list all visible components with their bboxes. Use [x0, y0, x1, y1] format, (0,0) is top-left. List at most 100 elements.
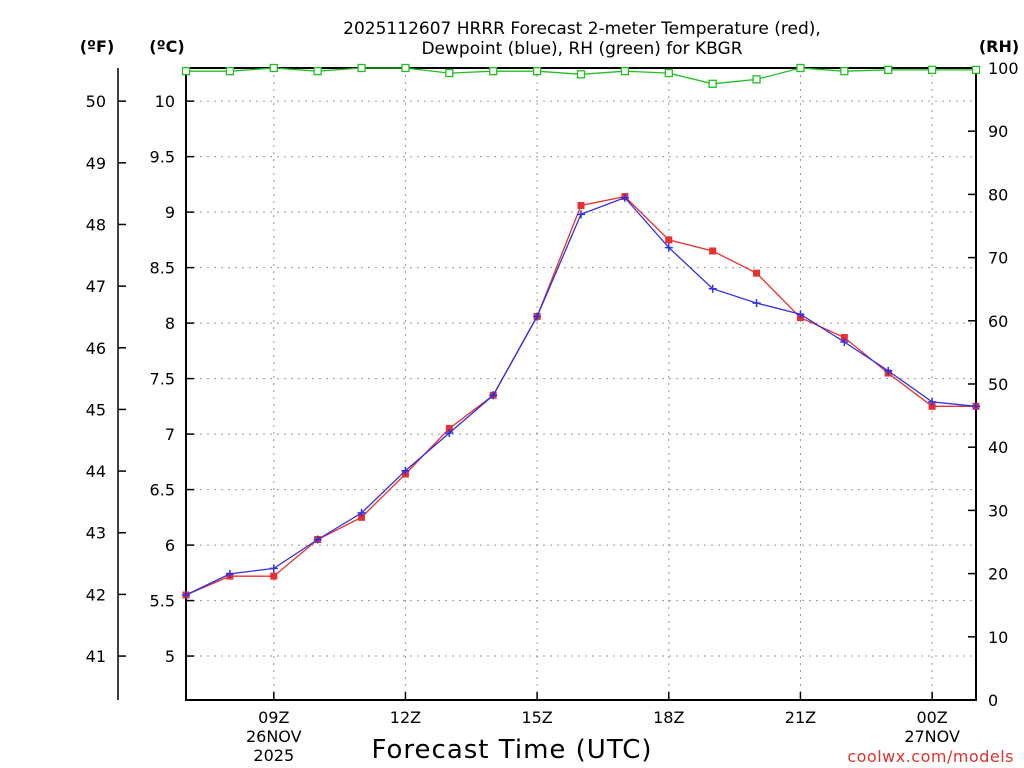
rh-point: [840, 67, 849, 76]
rh-series: [181, 63, 981, 88]
x-tick-label: 21Z: [785, 708, 816, 727]
grid: [186, 68, 976, 700]
dewpoint-point: [928, 397, 937, 406]
axis-ticks: [118, 67, 976, 701]
fahrenheit-tick-label: 45: [86, 400, 106, 419]
fahrenheit-tick-label: 47: [86, 277, 106, 296]
x-axis-label: Forecast Time (UTC): [371, 735, 652, 765]
rh-point: [971, 65, 981, 75]
rh-tick-label: 30: [988, 501, 1008, 520]
rh-point: [269, 63, 278, 73]
temperature-point: [270, 572, 278, 580]
temperature-point: [928, 402, 936, 410]
x-tick-label: 00Z: [916, 708, 947, 727]
dewpoint-point: [972, 402, 980, 411]
dewpoint-point: [269, 564, 278, 573]
fahrenheit-tick-label: 46: [86, 339, 106, 358]
x-tick-label: 18Z: [653, 708, 684, 727]
rh-tick-label: 100: [988, 59, 1019, 78]
dewpoint-point: [664, 243, 673, 252]
dewpoint-point: [401, 466, 410, 475]
rh-point: [796, 63, 805, 73]
dewpoint-point: [313, 535, 322, 544]
fahrenheit-tick-label: 42: [86, 585, 106, 604]
celsius-tick-label: 7: [165, 425, 175, 444]
x-tick-label: 15Z: [521, 708, 552, 727]
temperature-point: [709, 247, 717, 255]
dewpoint-point: [533, 312, 542, 321]
rh-point: [181, 67, 191, 76]
series-layer: [181, 63, 981, 600]
celsius-tick-label: 9: [165, 203, 175, 222]
dewpoint-point: [708, 284, 717, 293]
rh-tick-label: 0: [988, 691, 998, 710]
x-tick-year: 2025: [253, 746, 294, 765]
rh-tick-label: 20: [988, 565, 1008, 584]
rh-tick-labels: 0 10 20 30 40 50 60 70 80 90 100: [988, 59, 1019, 710]
dewpoint-point: [620, 193, 629, 202]
fahrenheit-tick-label: 49: [86, 154, 106, 173]
rh-point: [752, 75, 761, 84]
dewpoint-point: [445, 428, 454, 437]
celsius-unit-label: (ºC): [149, 37, 184, 56]
celsius-tick-label: 8: [165, 314, 175, 333]
rh-tick-label: 90: [988, 122, 1008, 141]
celsius-tick-label: 5.5: [150, 592, 175, 611]
rh-unit-label: (RH): [979, 37, 1019, 56]
dewpoint-point: [752, 299, 761, 308]
temperature-point: [753, 269, 761, 277]
rh-tick-label: 60: [988, 312, 1008, 331]
celsius-tick-label: 6: [165, 536, 175, 555]
dewpoint-point: [796, 310, 805, 319]
rh-point: [225, 67, 235, 76]
fahrenheit-tick-label: 44: [86, 462, 106, 481]
celsius-tick-label: 9.5: [150, 148, 175, 167]
rh-tick-label: 80: [988, 185, 1008, 204]
rh-point: [532, 67, 542, 76]
x-tick-date: 26NOV: [246, 727, 302, 746]
temperature-point: [840, 334, 848, 342]
rh-point: [927, 65, 937, 75]
rh-point: [313, 67, 322, 76]
x-tick-label: 09Z: [258, 708, 289, 727]
chart-title-line2: Dewpoint (blue), RH (green) for KBGR: [421, 39, 742, 59]
dewpoint-point: [840, 337, 849, 346]
rh-point: [884, 65, 893, 75]
fahrenheit-tick-labels: 41 42 43 44 45 46 47 48 49 50: [86, 92, 106, 666]
rh-point: [664, 68, 673, 78]
fahrenheit-tick-label: 41: [86, 647, 106, 666]
dewpoint-point: [357, 508, 366, 517]
credit-text: coolwx.com/models: [847, 747, 1014, 766]
rh-point: [445, 68, 454, 78]
rh-point: [620, 67, 630, 76]
temperature-line: [185, 195, 976, 596]
rh-point: [708, 79, 717, 88]
dewpoint-line: [185, 196, 977, 596]
temperature-point: [665, 236, 673, 244]
rh-tick-label: 10: [988, 628, 1008, 647]
celsius-tick-labels: 5 5.5 6 6.5 7 7.5 8 8.5 9 9.5 10: [150, 92, 175, 666]
dewpoint-point: [884, 366, 893, 375]
fahrenheit-unit-label: (ºF): [80, 37, 115, 56]
dewpoint-point: [182, 591, 190, 600]
plot-frame: [185, 67, 977, 701]
celsius-tick-label: 5: [165, 647, 175, 666]
chart-title-line1: 2025112607 HRRR Forecast 2-meter Tempera…: [343, 19, 821, 39]
dewpoint-series: [182, 193, 980, 600]
fahrenheit-tick-label: 48: [86, 215, 106, 234]
celsius-tick-label: 10: [155, 92, 175, 111]
rh-point: [357, 63, 366, 73]
celsius-tick-label: 6.5: [150, 481, 175, 500]
rh-tick-label: 50: [988, 375, 1008, 394]
temperature-series: [182, 193, 980, 599]
rh-point: [489, 67, 498, 76]
rh-tick-label: 40: [988, 438, 1008, 457]
fahrenheit-tick-label: 43: [86, 524, 106, 543]
temperature-point: [445, 425, 453, 433]
celsius-tick-label: 7.5: [150, 370, 175, 389]
rh-tick-label: 70: [988, 249, 1008, 268]
rh-point: [401, 63, 410, 73]
temperature-point: [358, 513, 366, 521]
dewpoint-point: [489, 391, 498, 400]
